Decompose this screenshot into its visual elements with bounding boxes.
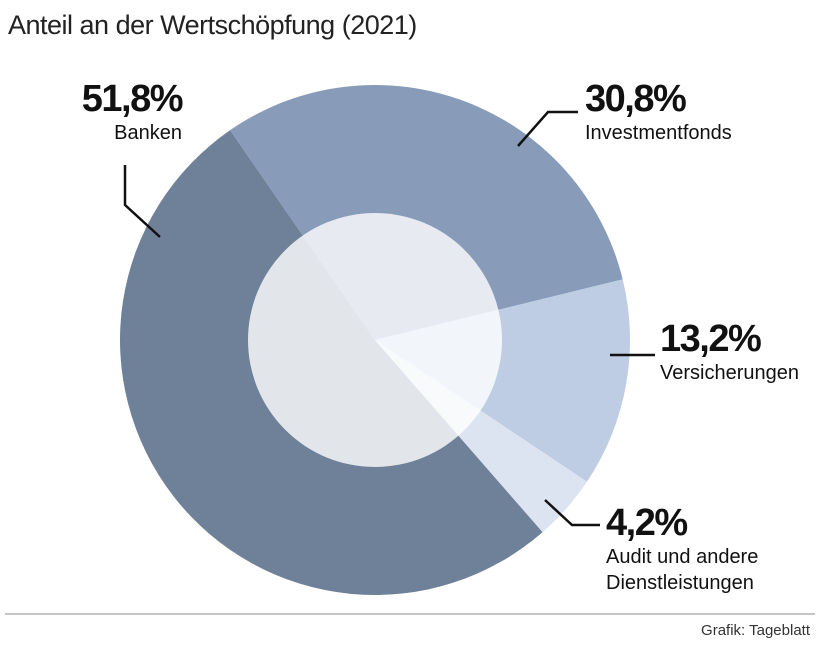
category-label: Banken xyxy=(114,122,182,144)
category-label: Versicherungen xyxy=(660,362,799,384)
leader-line xyxy=(517,110,578,147)
label-group: 30,8% Investmentfonds xyxy=(585,78,732,146)
label-group: 4,2% Audit und andere Dienstleistungen xyxy=(606,502,786,596)
value-label: 4,2% xyxy=(606,502,688,544)
leader-line xyxy=(544,499,600,527)
slice xyxy=(230,84,623,340)
category-label: Audit und andere Dienstleistungen xyxy=(606,546,759,594)
chart-title: Anteil an der Wertschöpfung (2021) xyxy=(8,10,417,40)
value-label: 51,8% xyxy=(81,78,184,120)
source: Grafik: Tageblatt xyxy=(701,622,810,639)
donut-hole xyxy=(248,213,502,467)
label-group: 51,8% Banken xyxy=(72,78,184,146)
leader-line xyxy=(123,165,161,238)
value-label: 30,8% xyxy=(585,78,687,120)
label-group: 13,2% Versicherungen xyxy=(660,318,799,386)
category-label: Investmentfonds xyxy=(585,122,732,144)
value-label: 13,2% xyxy=(660,318,762,360)
